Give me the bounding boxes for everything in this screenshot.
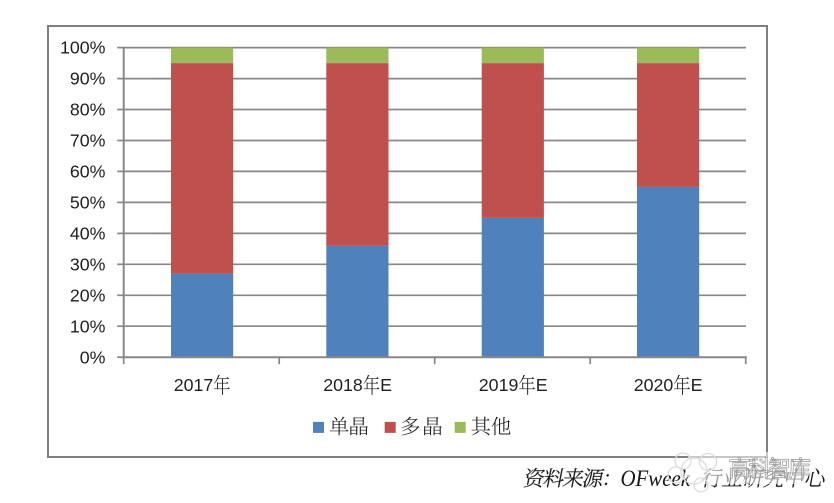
svg-text:2019: 2019: [479, 375, 519, 395]
svg-text:20%: 20%: [70, 285, 106, 305]
svg-text:90%: 90%: [70, 69, 106, 89]
svg-text:0%: 0%: [80, 347, 106, 367]
svg-text:E: E: [380, 375, 392, 395]
svg-text:2017: 2017: [174, 375, 214, 395]
svg-text:30%: 30%: [70, 254, 106, 274]
svg-text:E: E: [691, 375, 703, 395]
svg-text:E: E: [536, 375, 548, 395]
svg-text:40%: 40%: [70, 224, 106, 244]
svg-text:2018: 2018: [323, 375, 363, 395]
svg-text:10%: 10%: [70, 316, 106, 336]
svg-text:50%: 50%: [70, 193, 106, 213]
svg-text:OFweek: OFweek: [621, 466, 691, 491]
svg-text:60%: 60%: [70, 162, 106, 182]
svg-text:70%: 70%: [70, 131, 106, 151]
svg-text:100%: 100%: [60, 38, 106, 58]
svg-text:80%: 80%: [70, 100, 106, 120]
svg-text:2020: 2020: [634, 375, 674, 395]
